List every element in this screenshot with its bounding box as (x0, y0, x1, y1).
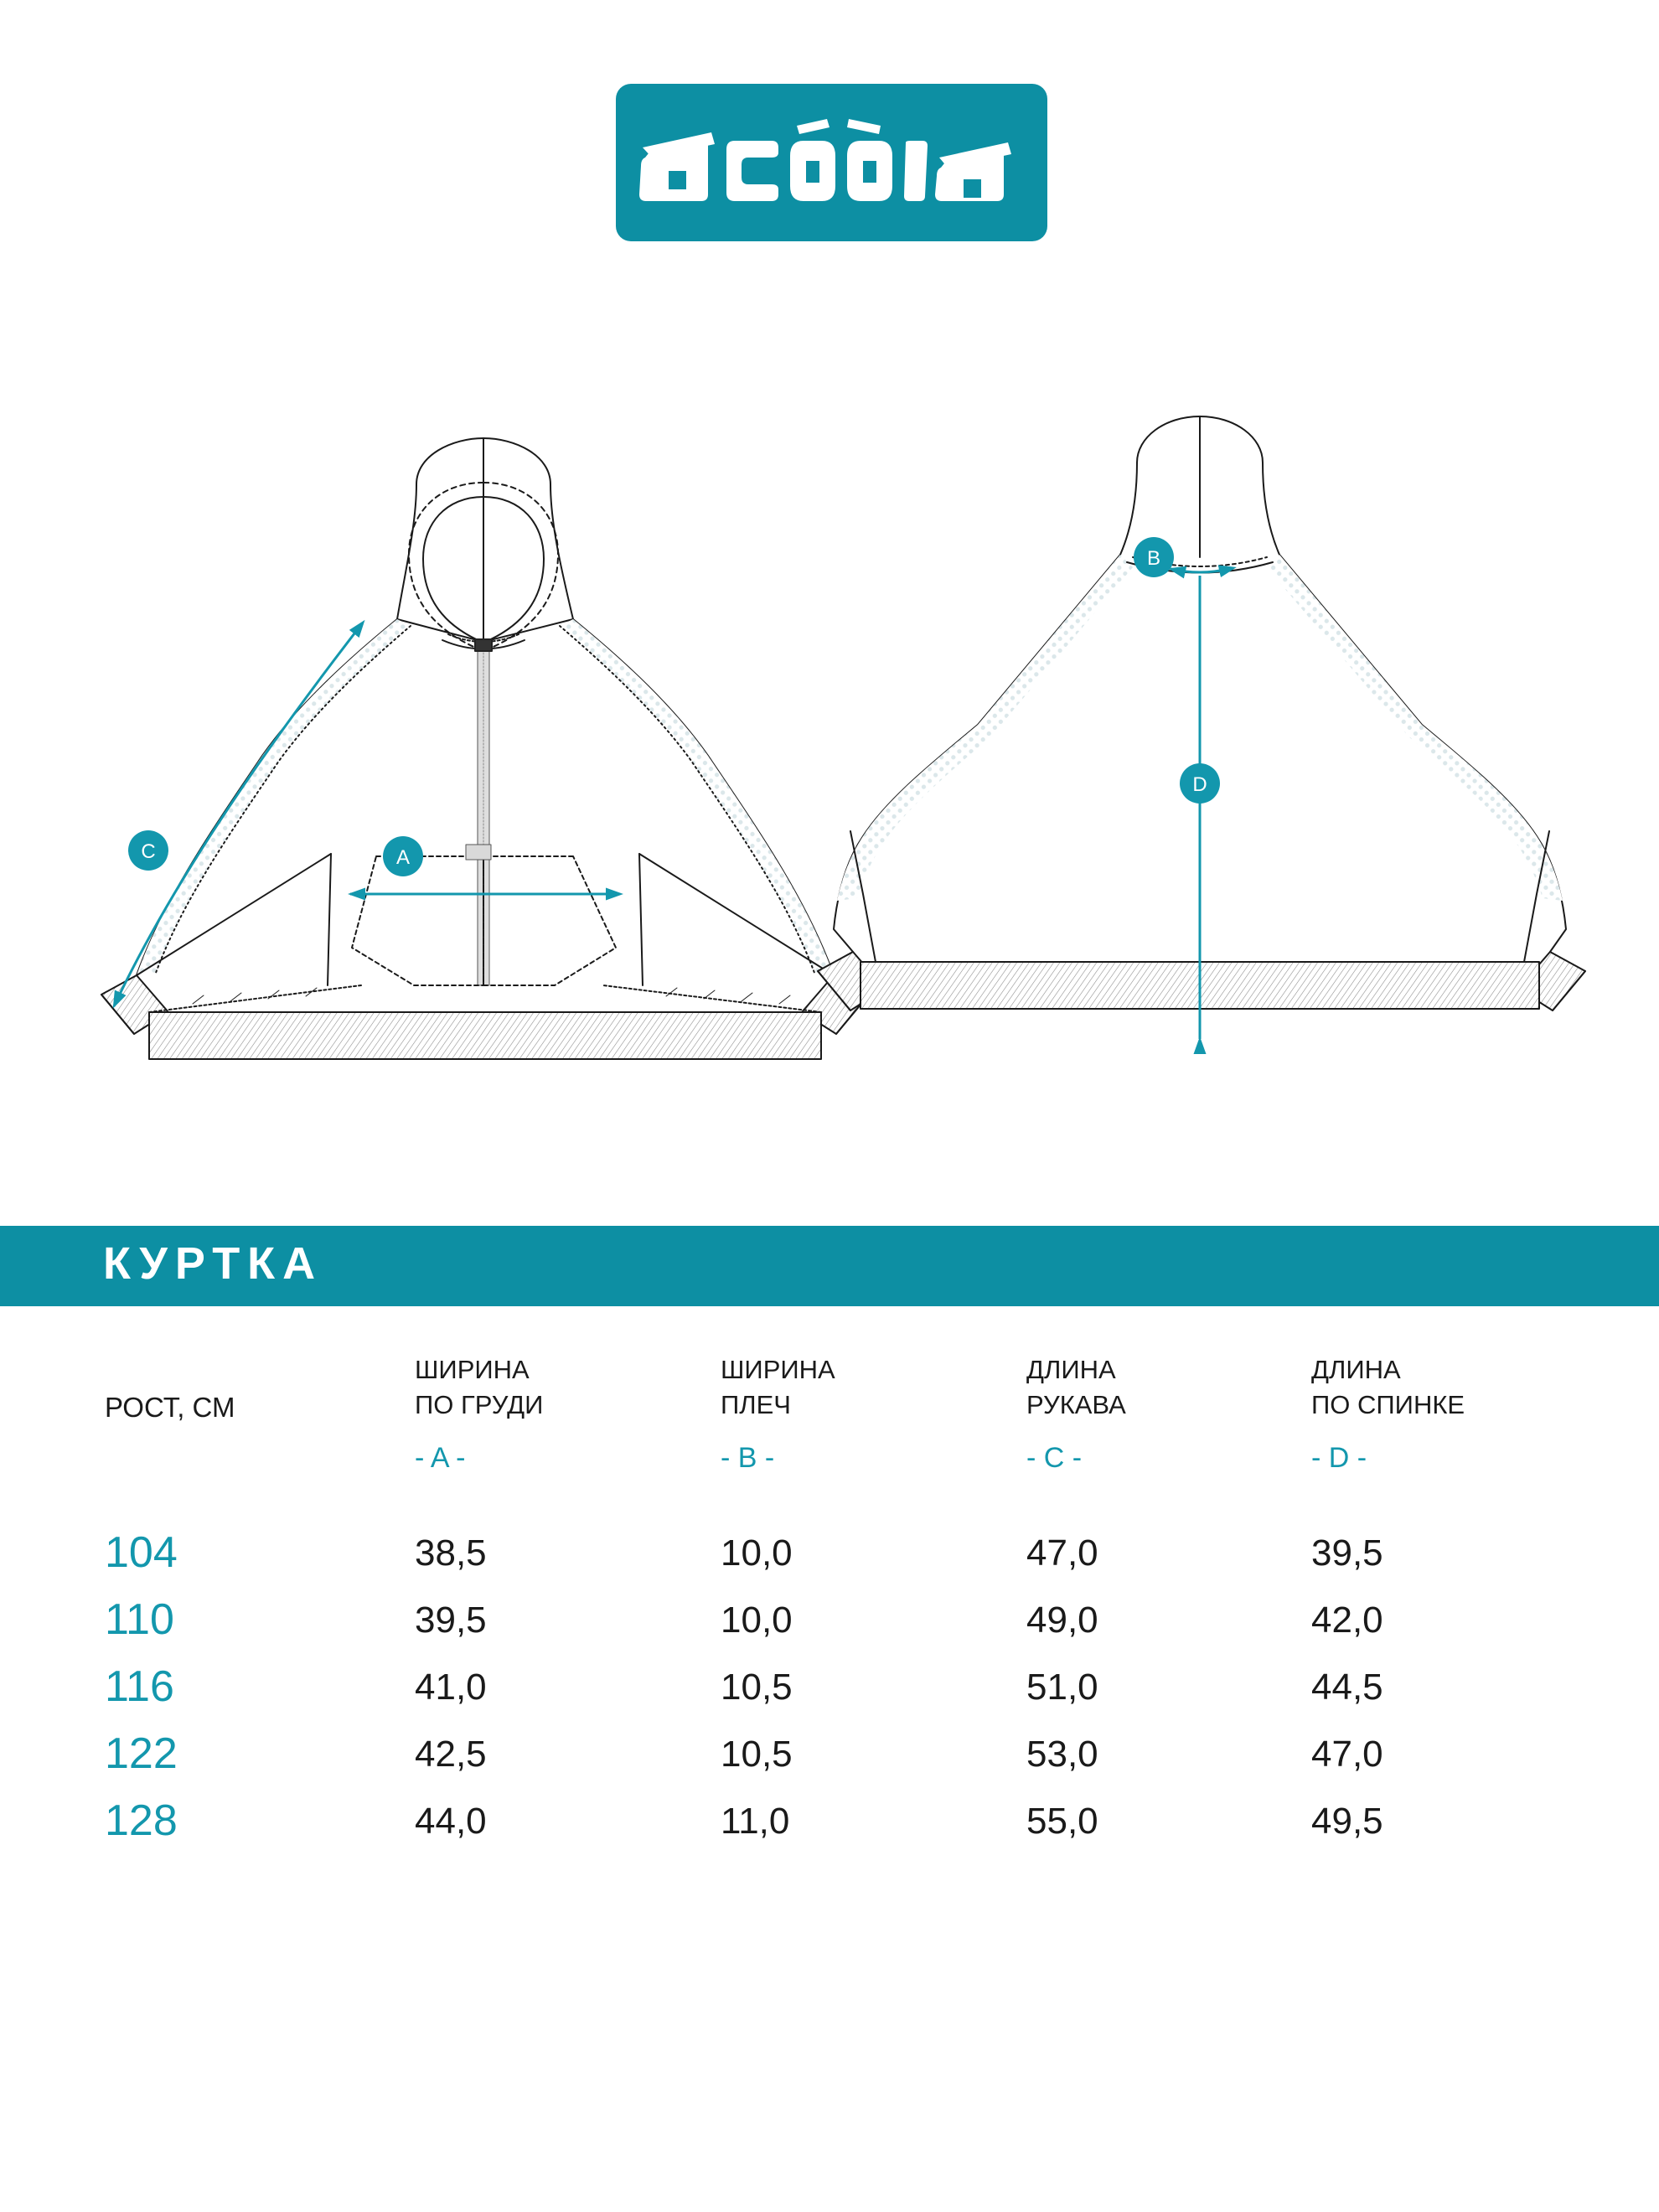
svg-text:C: C (141, 840, 155, 863)
svg-text:D: D (1192, 773, 1207, 796)
svg-text:A: A (396, 846, 410, 869)
svg-text:B: B (1147, 547, 1160, 570)
